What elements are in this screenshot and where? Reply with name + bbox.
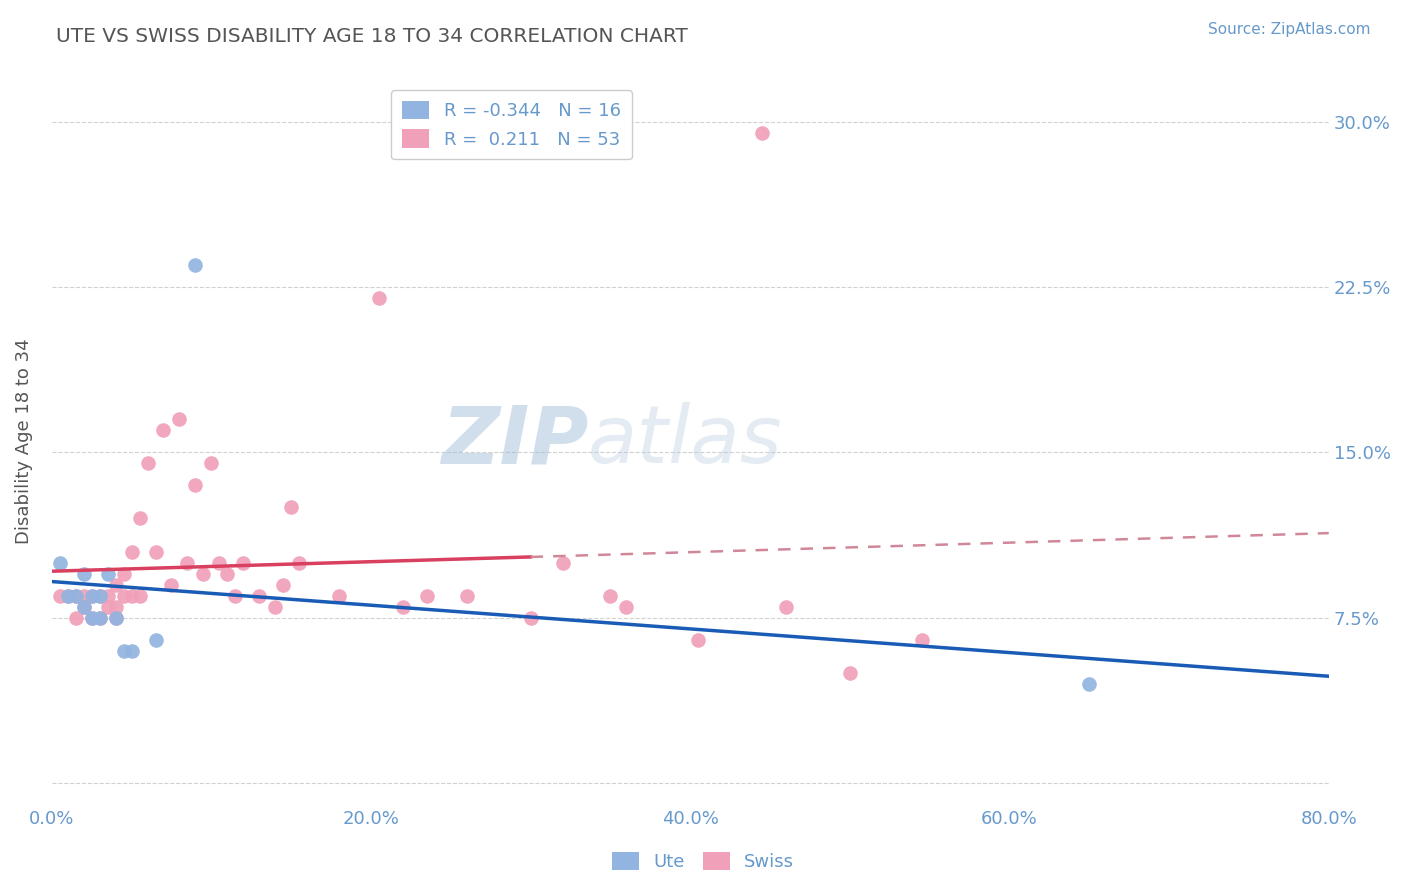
Point — [97, 566, 120, 581]
Point — [911, 632, 934, 647]
Point — [112, 566, 135, 581]
Point — [616, 599, 638, 614]
Point — [152, 423, 174, 437]
Point — [551, 556, 574, 570]
Point — [128, 589, 150, 603]
Point — [104, 610, 127, 624]
Point — [80, 589, 103, 603]
Point — [456, 589, 478, 603]
Point — [160, 577, 183, 591]
Point — [176, 556, 198, 570]
Point — [112, 644, 135, 658]
Point — [73, 599, 96, 614]
Point — [48, 589, 70, 603]
Point — [80, 610, 103, 624]
Point — [73, 599, 96, 614]
Point — [368, 291, 391, 305]
Point — [73, 589, 96, 603]
Point — [838, 665, 860, 680]
Text: Source: ZipAtlas.com: Source: ZipAtlas.com — [1208, 22, 1371, 37]
Point — [56, 589, 79, 603]
Point — [264, 599, 287, 614]
Point — [184, 258, 207, 272]
Point — [97, 599, 120, 614]
Text: ZIP: ZIP — [440, 402, 588, 480]
Point — [89, 589, 111, 603]
Point — [97, 589, 120, 603]
Point — [328, 589, 350, 603]
Point — [121, 544, 143, 558]
Point — [247, 589, 270, 603]
Point — [599, 589, 621, 603]
Point — [751, 126, 773, 140]
Point — [271, 577, 294, 591]
Point — [89, 610, 111, 624]
Point — [73, 566, 96, 581]
Point — [128, 511, 150, 525]
Point — [193, 566, 215, 581]
Point — [65, 610, 87, 624]
Point — [775, 599, 797, 614]
Point — [48, 556, 70, 570]
Point — [136, 456, 159, 470]
Point — [89, 589, 111, 603]
Point — [392, 599, 415, 614]
Point — [688, 632, 710, 647]
Point — [56, 589, 79, 603]
Point — [169, 412, 191, 426]
Point — [280, 500, 302, 515]
Point — [208, 556, 231, 570]
Point — [416, 589, 439, 603]
Point — [217, 566, 239, 581]
Point — [184, 478, 207, 492]
Point — [89, 610, 111, 624]
Point — [65, 589, 87, 603]
Point — [121, 589, 143, 603]
Point — [104, 610, 127, 624]
Point — [224, 589, 246, 603]
Point — [519, 610, 541, 624]
Point — [288, 556, 311, 570]
Point — [104, 599, 127, 614]
Point — [80, 589, 103, 603]
Y-axis label: Disability Age 18 to 34: Disability Age 18 to 34 — [15, 338, 32, 544]
Point — [1078, 677, 1101, 691]
Point — [65, 589, 87, 603]
Point — [200, 456, 222, 470]
Point — [112, 589, 135, 603]
Text: atlas: atlas — [588, 402, 783, 480]
Point — [145, 544, 167, 558]
Point — [80, 610, 103, 624]
Legend: R = -0.344   N = 16, R =  0.211   N = 53: R = -0.344 N = 16, R = 0.211 N = 53 — [391, 90, 631, 160]
Legend: Ute, Swiss: Ute, Swiss — [605, 845, 801, 879]
Point — [104, 577, 127, 591]
Point — [232, 556, 254, 570]
Point — [145, 632, 167, 647]
Text: UTE VS SWISS DISABILITY AGE 18 TO 34 CORRELATION CHART: UTE VS SWISS DISABILITY AGE 18 TO 34 COR… — [56, 27, 688, 45]
Point — [121, 644, 143, 658]
